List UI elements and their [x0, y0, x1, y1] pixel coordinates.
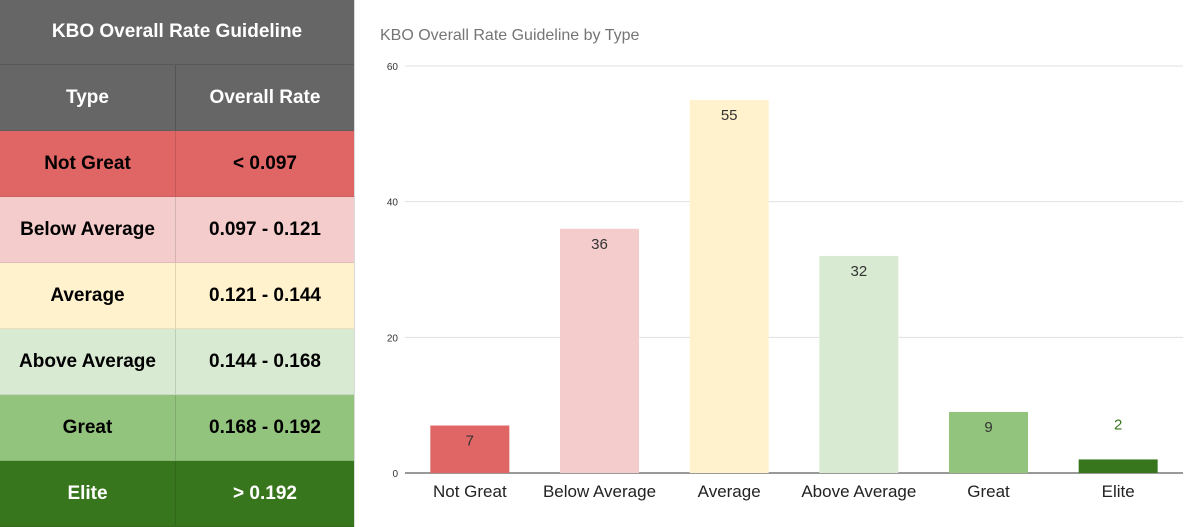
row-type: Below Average [0, 197, 176, 262]
row-type: Great [0, 395, 176, 460]
bar [949, 411, 1028, 473]
guideline-table: KBO Overall Rate Guideline Type Overall … [0, 0, 355, 527]
x-tick-label: Great [967, 482, 1010, 501]
y-tick-label: 40 [387, 198, 399, 209]
row-rate: 0.097 - 0.121 [209, 218, 321, 240]
y-tick-label: 60 [387, 62, 399, 73]
x-tick-label: Below Average [543, 482, 656, 501]
bar [689, 99, 769, 474]
x-tick-label: Above Average [801, 482, 916, 501]
data-label: 2 [1114, 416, 1122, 433]
row-type: Above Average [0, 329, 176, 394]
row-rate: > 0.192 [233, 482, 297, 504]
table-header-row: Type Overall Rate [0, 65, 354, 131]
table-row: Great 0.168 - 0.192 [0, 395, 354, 461]
row-rate: 0.168 - 0.192 [209, 416, 321, 438]
row-rate: 0.121 - 0.144 [209, 284, 321, 306]
y-tick-label: 20 [387, 333, 399, 344]
header-type: Type [0, 65, 176, 130]
table-title: KBO Overall Rate Guideline [0, 0, 354, 65]
data-label: 55 [721, 107, 738, 124]
header-overall-rate: Overall Rate [209, 86, 321, 108]
table-row: Elite > 0.192 [0, 461, 354, 527]
row-type: Not Great [0, 131, 176, 196]
bar [1078, 459, 1158, 473]
row-type: Elite [0, 461, 176, 526]
chart-panel: KBO Overall Rate Guideline by Type 0 20 40… [355, 0, 1204, 527]
bar [430, 425, 510, 473]
bar [560, 228, 639, 473]
x-tick-label: Elite [1102, 482, 1135, 501]
chart-title: KBO Overall Rate Guideline by Type [380, 27, 639, 44]
y-tick-label: 0 [392, 469, 398, 480]
data-label: 32 [850, 263, 867, 280]
x-tick-label: Not Great [433, 482, 507, 501]
table-row: Above Average 0.144 - 0.168 [0, 329, 354, 395]
row-rate: 0.144 - 0.168 [209, 350, 321, 372]
data-label: 7 [466, 433, 474, 450]
data-label: 9 [984, 419, 992, 436]
data-label: 36 [591, 236, 608, 253]
table-row: Average 0.121 - 0.144 [0, 263, 354, 329]
table-row: Not Great < 0.097 [0, 131, 354, 197]
bar [819, 255, 899, 473]
row-type: Average [0, 263, 176, 328]
row-rate: < 0.097 [233, 152, 297, 174]
bar-chart: KBO Overall Rate Guideline by Type 0 20 40… [380, 27, 1183, 501]
table-row: Below Average 0.097 - 0.121 [0, 197, 354, 263]
x-tick-label: Average [698, 482, 761, 501]
